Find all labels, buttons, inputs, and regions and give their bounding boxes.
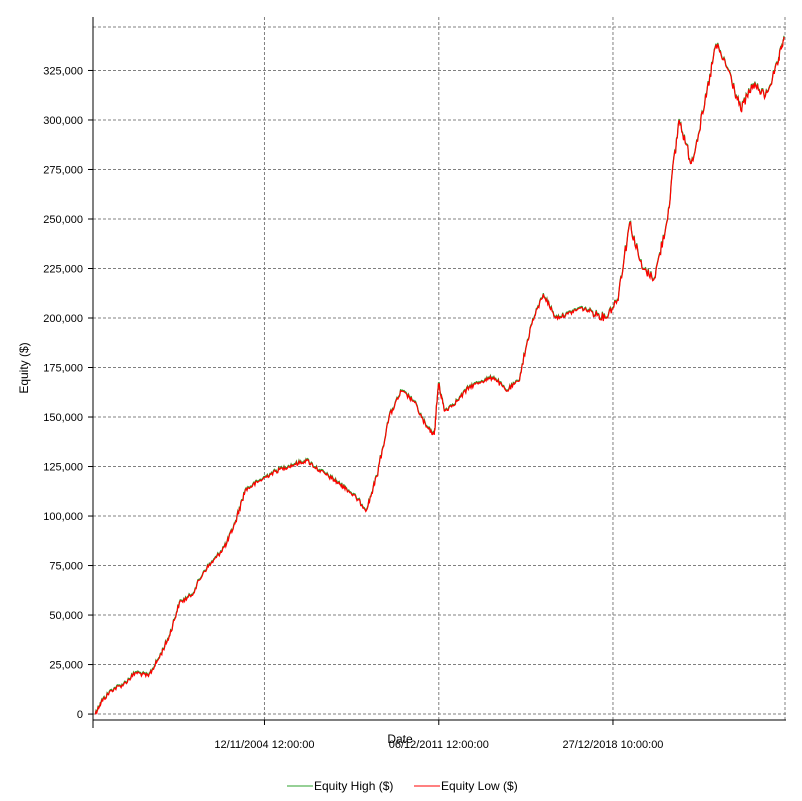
- legend-item-equity-low[interactable]: Equity Low ($): [414, 779, 518, 793]
- y-tick-label: 125,000: [43, 462, 83, 474]
- y-tick-label: 75,000: [49, 561, 83, 573]
- y-tick-label: 200,000: [43, 313, 83, 325]
- y-tick-label: 300,000: [43, 115, 83, 127]
- legend-item-equity-high[interactable]: Equity High ($): [287, 779, 393, 793]
- series-line-equity-high: [94, 35, 785, 714]
- y-tick-label: 25,000: [49, 660, 83, 672]
- x-tick-label: 06/12/2011 12:00:00: [389, 739, 489, 751]
- y-tick-label: 50,000: [49, 610, 83, 622]
- grid: [93, 17, 786, 720]
- x-tick-label: 12/11/2004 12:00:00: [214, 739, 314, 751]
- y-tick-label: 225,000: [43, 263, 83, 275]
- series: [94, 35, 785, 715]
- y-ticks: 0 25,000 50,000 75,000 100,000 125,000 150,000…: [43, 65, 93, 721]
- x-tick-label: 27/12/2018 10:00:00: [563, 739, 664, 751]
- y-axis-title: Equity ($): [17, 342, 31, 393]
- x-axis-title: Date: [387, 732, 413, 746]
- legend-label-equity-high: Equity High ($): [314, 779, 393, 793]
- y-tick-label: 250,000: [43, 214, 83, 226]
- x-ticks: 12/11/2004 12:00:00 06/12/2011 12:00:00 27…: [214, 720, 663, 751]
- legend-label-equity-low: Equity Low ($): [441, 779, 518, 793]
- series-line-equity-low: [94, 36, 785, 715]
- axes: [92, 17, 786, 728]
- y-tick-label: 0: [77, 709, 83, 721]
- y-tick-label: 175,000: [43, 363, 83, 375]
- y-tick-label: 150,000: [43, 412, 83, 424]
- y-tick-label: 100,000: [43, 511, 83, 523]
- y-tick-label: 325,000: [43, 65, 83, 77]
- y-tick-label: 275,000: [43, 164, 83, 176]
- legend: Equity High ($) Equity Low ($): [287, 779, 518, 793]
